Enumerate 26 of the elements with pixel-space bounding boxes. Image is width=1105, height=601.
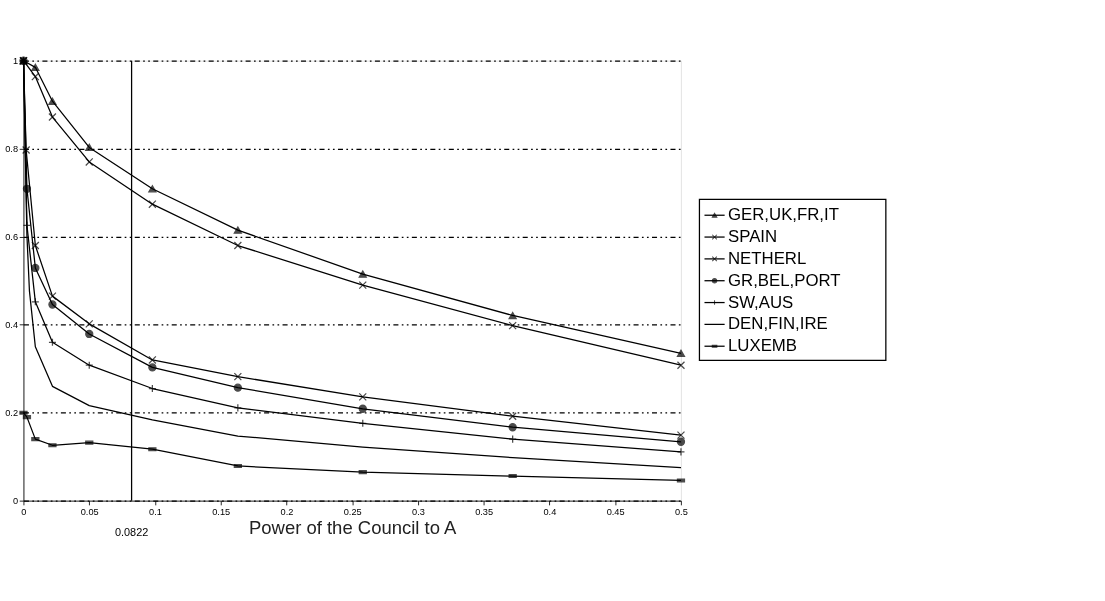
y-tick-label: 0.8 bbox=[5, 143, 19, 154]
legend-label: GER,UK,FR,IT bbox=[727, 205, 839, 225]
y-tick-label: 0.4 bbox=[5, 319, 19, 330]
y-tick-label: 1 bbox=[12, 55, 19, 66]
legend-label: SPAIN bbox=[727, 227, 778, 247]
y-tick-label: 0 bbox=[12, 495, 19, 506]
x-tick-label: 0.35 bbox=[475, 506, 494, 517]
x-tick-label: 0.45 bbox=[606, 506, 625, 517]
x-tick-label: 0.15 bbox=[212, 506, 231, 517]
x-axis-title: Power of the Council to A bbox=[248, 516, 458, 538]
legend-label: SW,AUS bbox=[727, 292, 794, 312]
x-tick-label: 0.1 bbox=[149, 506, 162, 517]
ref-line-label: 0.0822 bbox=[114, 525, 149, 538]
x-tick-label: 0.2 bbox=[280, 506, 294, 517]
x-tick-label: 0.5 bbox=[674, 506, 688, 517]
legend-label: NETHERL bbox=[727, 248, 807, 268]
x-tick-label: 0.4 bbox=[543, 506, 557, 517]
legend-label: GR,BEL,PORT bbox=[727, 270, 841, 290]
x-tick-label: 0 bbox=[21, 506, 27, 517]
x-tick-label: 0.3 bbox=[411, 506, 425, 517]
y-tick-label: 0.2 bbox=[5, 407, 19, 418]
legend-label: LUXEMB bbox=[727, 336, 798, 356]
y-tick-label: 0.6 bbox=[5, 231, 19, 242]
legend-label: DEN,FIN,IRE bbox=[727, 314, 828, 334]
x-tick-label: 0.05 bbox=[80, 506, 99, 517]
x-tick-label: 0.25 bbox=[343, 506, 362, 517]
